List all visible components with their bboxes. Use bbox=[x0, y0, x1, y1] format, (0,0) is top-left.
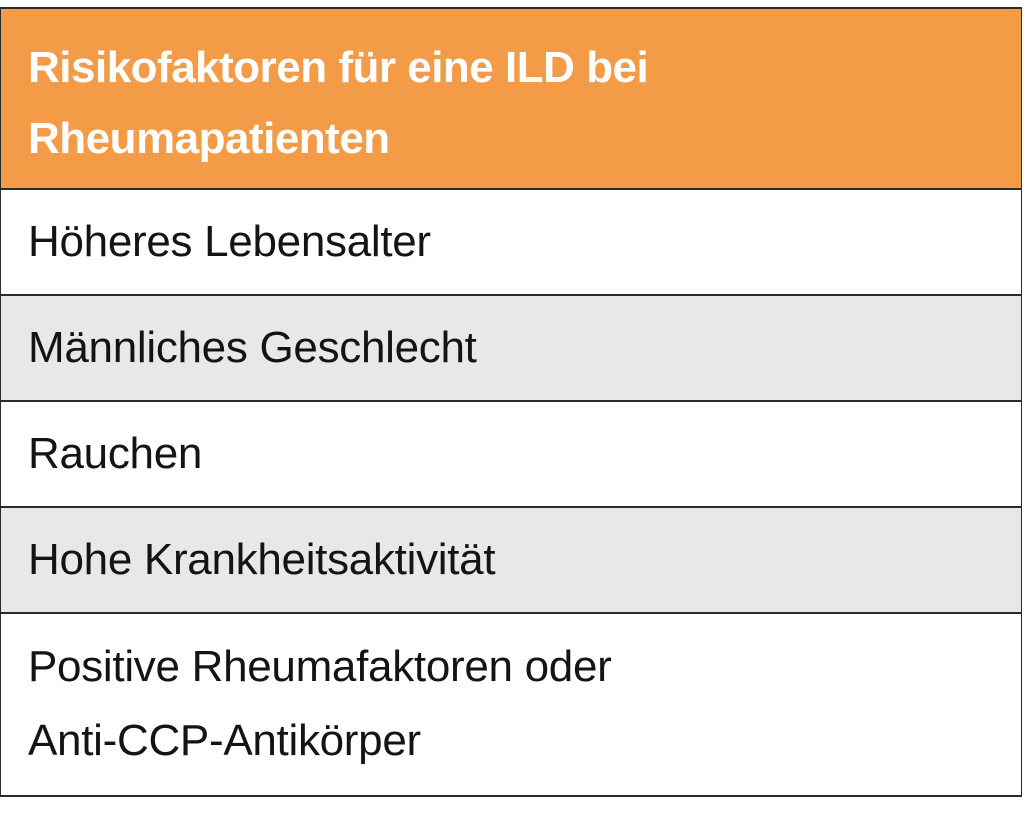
row-text-line-1: Positive Rheumafaktoren oder bbox=[28, 630, 1021, 704]
table-row: Positive Rheumafaktoren oder Anti-CCP-An… bbox=[1, 614, 1021, 797]
row-text: Rauchen bbox=[28, 429, 202, 478]
table-row: Höheres Lebensalter bbox=[1, 190, 1021, 296]
table-row: Rauchen bbox=[1, 402, 1021, 508]
row-text: Männliches Geschlecht bbox=[28, 323, 477, 372]
table-row: Männliches Geschlecht bbox=[1, 296, 1021, 402]
table-header: Risikofaktoren für eine ILD bei Rheumapa… bbox=[1, 9, 1021, 190]
row-text-line-2: Anti-CCP-Antikörper bbox=[28, 704, 1021, 778]
risk-factor-table: Risikofaktoren für eine ILD bei Rheumapa… bbox=[0, 7, 1022, 797]
table-row: Hohe Krankheitsaktivität bbox=[1, 508, 1021, 614]
table-header-line-2: Rheumapatienten bbox=[28, 103, 1021, 174]
row-text: Hohe Krankheitsaktivität bbox=[28, 535, 495, 584]
table-header-line-1: Risikofaktoren für eine ILD bei bbox=[28, 32, 1021, 103]
row-text: Höheres Lebensalter bbox=[28, 217, 431, 266]
